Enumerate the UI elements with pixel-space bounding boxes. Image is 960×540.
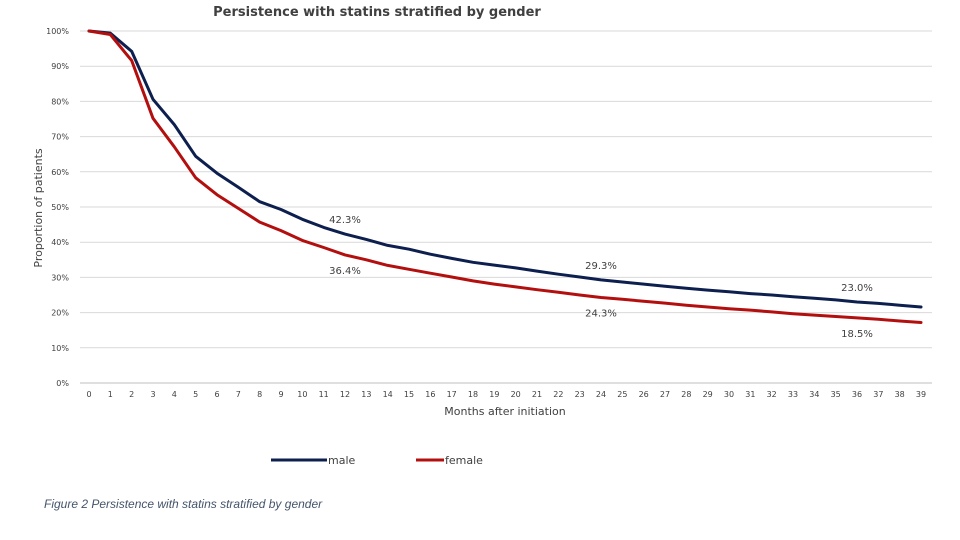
x-tick-label: 13 [361,390,371,399]
legend-label-female: female [445,454,483,467]
legend: male female [271,454,483,467]
x-tick-label: 5 [193,390,198,399]
x-tick-label: 14 [383,390,393,399]
x-tick-label: 23 [575,390,585,399]
x-tick-label: 30 [724,390,734,399]
x-tick-label: 17 [447,390,457,399]
x-tick-label: 35 [831,390,841,399]
x-tick-label: 15 [404,390,414,399]
x-tick-label: 19 [489,390,499,399]
x-tick-label: 18 [468,390,478,399]
y-tick-label: 40% [51,238,69,247]
x-tick-label: 0 [86,390,91,399]
x-tick-label: 26 [639,390,649,399]
y-axis-ticks: 0% 10% 20% 30% 40% 50% 60% 70% 80% 90% 100% [46,27,69,388]
x-tick-label: 21 [532,390,542,399]
x-tick-label: 24 [596,390,606,399]
x-tick-label: 32 [767,390,777,399]
x-tick-label: 28 [681,390,691,399]
x-tick-label: 34 [809,390,819,399]
x-tick-label: 16 [425,390,435,399]
data-label-male-36: 23.0% [841,283,873,294]
x-tick-label: 36 [852,390,862,399]
y-tick-label: 100% [46,27,69,36]
x-tick-label: 4 [172,390,177,399]
x-axis-label: Months after initiation [444,405,566,418]
x-tick-label: 20 [511,390,521,399]
data-label-male-12: 42.3% [329,215,361,226]
data-label-male-24: 29.3% [585,261,617,272]
chart-title: Persistence with statins stratified by g… [213,5,541,20]
x-tick-label: 7 [236,390,241,399]
data-labels: 42.3% 29.3% 23.0% 36.4% 24.3% 18.5% [329,215,873,340]
y-tick-label: 90% [51,62,69,71]
data-label-female-36: 18.5% [841,329,873,340]
x-tick-label: 31 [745,390,755,399]
x-tick-label: 1 [108,390,113,399]
y-tick-label: 60% [51,168,69,177]
y-tick-label: 0% [56,379,69,388]
x-tick-label: 38 [895,390,905,399]
x-tick-label: 27 [660,390,670,399]
x-tick-label: 2 [129,390,134,399]
gridlines [80,30,932,384]
x-tick-label: 22 [553,390,563,399]
x-tick-label: 9 [278,390,283,399]
x-tick-label: 37 [873,390,883,399]
data-label-female-12: 36.4% [329,266,361,277]
x-tick-label: 6 [214,390,219,399]
y-tick-label: 10% [51,344,69,353]
x-tick-label: 29 [703,390,713,399]
y-tick-label: 70% [51,133,69,142]
data-label-female-24: 24.3% [585,308,617,319]
y-tick-label: 80% [51,97,69,106]
x-tick-label: 33 [788,390,798,399]
y-axis-label: Proportion of patients [32,148,45,267]
x-tick-label: 3 [150,390,155,399]
x-tick-label: 10 [297,390,307,399]
series-lines [87,29,923,324]
x-tick-label: 39 [916,390,926,399]
x-tick-label: 8 [257,390,262,399]
series-line-male [87,29,923,309]
y-tick-label: 50% [51,203,69,212]
legend-label-male: male [328,454,356,467]
series-line-female [87,29,923,324]
figure-caption: Figure 2 Persistence with statins strati… [44,497,323,511]
y-tick-label: 30% [51,273,69,282]
y-tick-label: 20% [51,309,69,318]
x-tick-label: 25 [617,390,627,399]
x-axis-ticks: 0 1 2 3 4 5 6 7 8 9 10 11 12 13 14 15 16 17 18 19 20 21 22 23 24… [86,390,926,399]
x-tick-label: 12 [340,390,350,399]
x-tick-label: 11 [319,390,329,399]
